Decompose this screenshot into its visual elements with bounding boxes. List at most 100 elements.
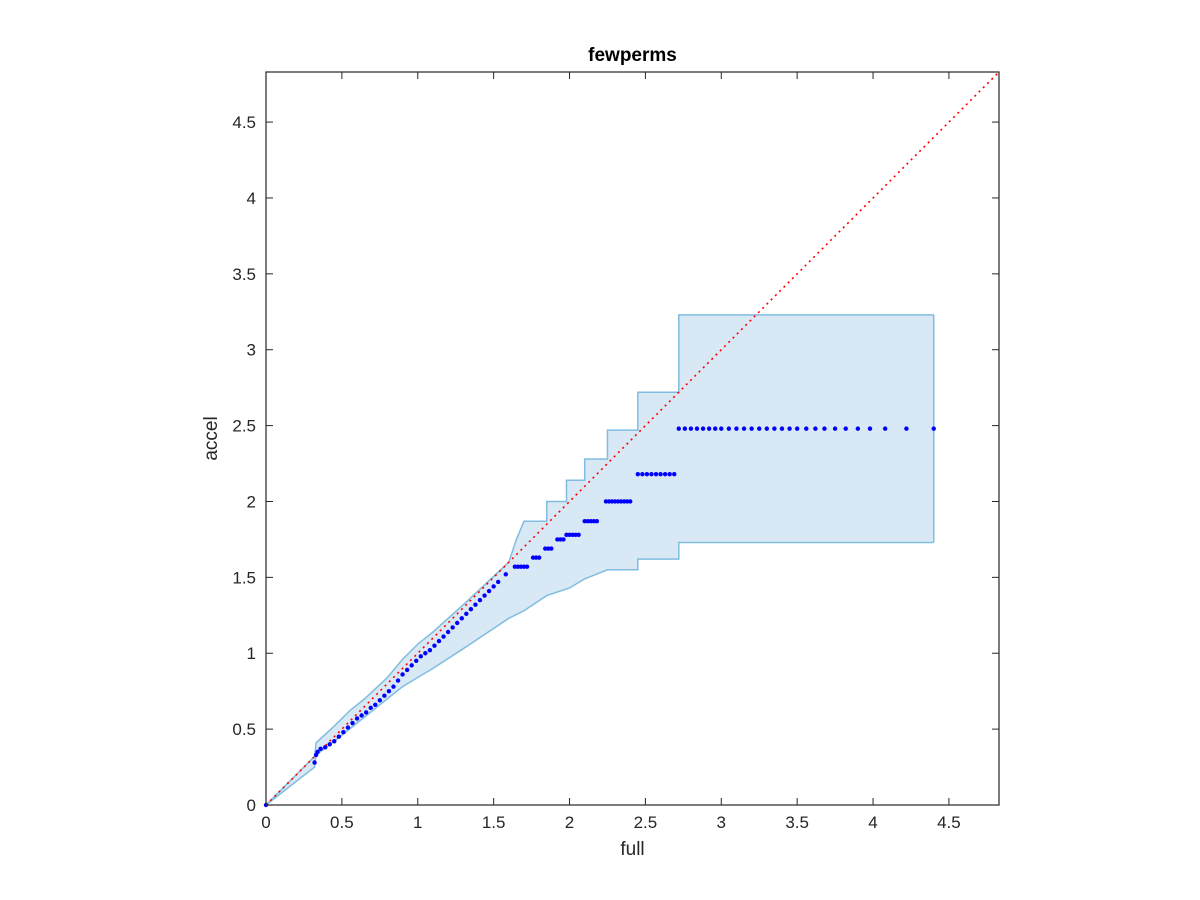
data-point — [706, 426, 712, 431]
data-point — [624, 499, 630, 504]
x-tick-label: 0 — [261, 813, 270, 832]
data-point — [843, 426, 848, 431]
data-point — [700, 426, 706, 431]
data-point — [576, 532, 581, 538]
data-point — [779, 426, 785, 431]
data-point — [719, 426, 724, 431]
data-point — [482, 593, 487, 598]
data-point — [503, 572, 508, 577]
data-point — [468, 607, 474, 612]
data-point — [570, 532, 575, 538]
data-point — [822, 426, 827, 431]
data-point — [694, 426, 700, 431]
data-point — [515, 564, 521, 569]
data-point — [603, 499, 609, 504]
y-axis-label: accel — [201, 416, 222, 460]
data-point — [667, 471, 672, 477]
data-point — [591, 519, 597, 524]
data-point — [726, 426, 732, 431]
data-point — [332, 739, 337, 744]
data-point — [400, 672, 405, 677]
data-point — [628, 499, 633, 504]
data-point — [345, 725, 351, 730]
chart-title: fewperms — [588, 45, 677, 66]
data-point — [418, 654, 423, 659]
data-point — [594, 519, 600, 524]
data-point — [749, 426, 754, 431]
x-tick-label: 3.5 — [785, 813, 809, 832]
data-point — [312, 760, 317, 765]
data-point — [450, 625, 455, 630]
data-point — [585, 519, 590, 524]
data-point — [573, 532, 578, 538]
data-point — [495, 579, 501, 585]
data-point — [368, 705, 373, 711]
data-point — [931, 426, 936, 431]
data-point — [350, 720, 355, 726]
data-point — [621, 499, 627, 504]
data-point — [459, 616, 464, 621]
data-point — [662, 471, 668, 477]
data-point — [530, 555, 536, 560]
data-points — [263, 426, 936, 808]
data-point — [555, 537, 560, 542]
y-tick-label: 3 — [247, 341, 256, 360]
data-point — [867, 426, 873, 431]
data-point — [904, 426, 909, 431]
data-point — [606, 499, 612, 504]
data-point — [688, 426, 694, 431]
data-point — [794, 426, 800, 431]
data-point — [486, 588, 492, 594]
data-point — [373, 702, 378, 708]
data-point — [512, 564, 518, 569]
data-point — [612, 499, 618, 504]
data-point — [787, 426, 792, 431]
data-point — [524, 564, 530, 569]
data-point — [395, 678, 401, 683]
data-point — [477, 597, 483, 603]
data-point — [455, 620, 460, 626]
data-point — [404, 667, 410, 673]
data-point — [391, 684, 396, 689]
data-point — [882, 426, 888, 431]
data-point — [757, 426, 762, 431]
x-tick-label: 1 — [413, 813, 422, 832]
data-point — [322, 745, 328, 750]
data-point — [615, 499, 621, 504]
data-point — [336, 734, 342, 739]
plot-frame — [265, 71, 1000, 806]
data-point — [318, 746, 323, 752]
data-point — [473, 602, 478, 607]
data-point — [409, 663, 414, 668]
data-point — [521, 564, 527, 569]
data-point — [658, 471, 663, 477]
x-axis-ticks: 0 0.5 1 1.5 2 2.5 3 3.5 4 4.5 — [261, 72, 961, 832]
data-point — [672, 471, 677, 477]
x-tick-label: 2 — [565, 813, 574, 832]
data-point — [327, 742, 332, 747]
data-point — [855, 426, 861, 431]
data-point — [363, 710, 369, 715]
data-point — [432, 643, 437, 648]
data-point — [558, 537, 563, 542]
data-point — [582, 519, 587, 524]
data-point — [359, 713, 364, 718]
data-point — [564, 532, 569, 538]
data-point — [734, 426, 739, 431]
x-tick-label: 3 — [717, 813, 726, 832]
data-point — [764, 426, 770, 431]
y-tick-label: 0.5 — [232, 720, 256, 739]
x-tick-label: 4 — [868, 813, 877, 832]
y-tick-label: 1 — [247, 644, 256, 663]
band-fill — [266, 314, 934, 805]
data-point — [813, 426, 818, 431]
data-point — [377, 698, 383, 703]
data-point — [518, 564, 524, 569]
data-point — [441, 634, 446, 639]
data-point — [423, 651, 428, 656]
x-tick-label: 4.5 — [937, 813, 961, 832]
y-tick-label: 4 — [247, 189, 256, 208]
data-point — [561, 537, 566, 542]
y-tick-label: 3.5 — [232, 265, 256, 284]
